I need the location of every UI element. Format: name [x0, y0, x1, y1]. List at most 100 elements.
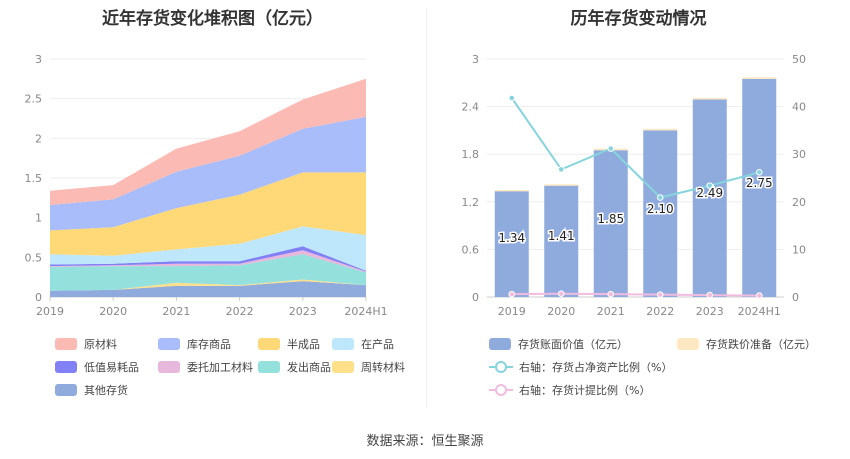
bar-impairment-provision [742, 77, 777, 79]
left-x-tick-label: 2024H1 [344, 305, 387, 318]
stacked-area-chart-panel: 近年存货变化堆积图（亿元） 0 0.5 1 1.5 2 2.5 3 2019 2020 2021 2… [0, 0, 425, 420]
legend-label: 存货跌价准备（亿元） [706, 338, 816, 351]
right-x-tick-label: 2024H1 [738, 305, 781, 318]
bar-impairment-provision [544, 184, 579, 186]
legend-label: 在产品 [361, 338, 394, 351]
inventory-change-chart-panel: 历年存货变动情况 0 0.6 1.2 1.8 2.4 3 0 10 20 30 40 50 2019 20… [427, 0, 850, 420]
bar-data-label: 2.10 [647, 202, 674, 216]
left-y-tick-label: 1.5 [25, 172, 43, 185]
legend-label: 右轴：存货计提比例（%） [519, 384, 651, 397]
left-y-tick-label: 0 [35, 291, 42, 304]
area-series-5 [50, 226, 366, 271]
legend-label: 其他存货 [84, 384, 128, 397]
left-chart-title: 近年存货变化堆积图（亿元） [102, 9, 323, 29]
right-legend-item[interactable]: 右轴：存货占净资产比例（%） [489, 359, 672, 375]
left-legend-item[interactable]: 周转材料 [332, 359, 405, 375]
area-series-2 [50, 254, 366, 291]
area-series-6 [50, 172, 366, 256]
area-series-1 [50, 279, 366, 291]
bar-data-label: 2.75 [746, 176, 773, 190]
point-provision-ratio [656, 291, 664, 298]
left-x-tick-label: 2022 [226, 305, 254, 318]
bar-data-label: 1.85 [597, 212, 624, 226]
bar-impairment-provision [643, 128, 678, 131]
point-inventory-to-net-assets [607, 145, 615, 152]
bar-book-value [643, 130, 678, 297]
area-series-0 [50, 281, 366, 297]
left-x-tick-label: 2023 [289, 305, 317, 318]
right-legend-item[interactable]: 右轴：存货计提比例（%） [489, 382, 650, 398]
bar-impairment-provision [494, 189, 529, 192]
right-left-y-tick-label: 3 [472, 53, 479, 66]
right-right-y-tick-label: 50 [792, 53, 806, 66]
line-inventory-to-net-assets [510, 97, 760, 199]
legend-swatch [158, 361, 180, 373]
data-source-note: 数据来源：恒生聚源 [366, 434, 484, 449]
left-legend-item[interactable]: 原材料 [55, 336, 117, 352]
point-inventory-to-net-assets [508, 94, 516, 102]
legend-swatch [258, 338, 280, 350]
bar-impairment-provision [692, 97, 727, 100]
bar-book-value [593, 150, 628, 297]
right-right-y-tick-label: 10 [792, 243, 806, 256]
right-right-y-tick-label: 0 [792, 291, 799, 304]
left-legend-item[interactable]: 低值易耗品 [55, 359, 139, 375]
stacked-area-chart: 0 0.5 1 1.5 2 2.5 3 2019 2020 2021 2022 2023 2024H1 [25, 53, 388, 318]
point-inventory-to-net-assets [706, 182, 714, 189]
left-legend-item[interactable]: 其他存货 [55, 382, 128, 398]
legend-swatch [489, 383, 513, 397]
bar-book-value [742, 78, 777, 297]
left-x-tick-label: 2019 [36, 305, 64, 318]
area-series-3 [50, 250, 366, 273]
right-right-y-tick-label: 40 [792, 101, 806, 114]
right-left-y-tick-label: 0 [472, 291, 479, 304]
right-x-tick-label: 2020 [547, 305, 575, 318]
point-provision-ratio [755, 292, 763, 299]
right-x-tick-label: 2021 [597, 305, 625, 318]
left-y-tick-label: 2.5 [25, 93, 43, 106]
legend-label: 原材料 [84, 338, 117, 351]
area-series-4 [50, 246, 366, 272]
point-provision-ratio [706, 291, 714, 299]
legend-swatch [677, 338, 699, 350]
right-legend-item[interactable]: 存货跌价准备（亿元） [677, 336, 816, 352]
legend-label: 半成品 [287, 338, 320, 351]
left-legend-item[interactable]: 半成品 [258, 336, 320, 352]
area-series-8 [50, 78, 366, 205]
right-legend-item[interactable]: 存货账面价值（亿元） [489, 336, 628, 352]
legend-swatch [55, 361, 77, 373]
left-legend-item[interactable]: 库存商品 [158, 336, 231, 352]
left-y-tick-label: 2 [35, 132, 42, 145]
right-left-y-tick-label: 1.2 [462, 196, 480, 209]
bar-book-value [692, 99, 727, 298]
point-provision-ratio [607, 290, 615, 298]
right-x-tick-label: 2019 [498, 305, 526, 318]
right-left-y-tick-label: 2.4 [462, 101, 480, 114]
legend-label: 周转材料 [361, 361, 405, 374]
legend-swatch [55, 384, 77, 396]
legend-label: 存货账面价值（亿元） [518, 338, 628, 351]
legend-label: 库存商品 [187, 338, 231, 351]
legend-label: 发出商品 [287, 361, 331, 374]
right-left-y-tick-label: 0.6 [462, 243, 480, 256]
left-legend-item[interactable]: 发出商品 [258, 359, 331, 375]
bar-data-label: 1.41 [548, 229, 575, 243]
left-legend-item[interactable]: 在产品 [332, 336, 394, 352]
left-x-tick-label: 2020 [99, 305, 127, 318]
right-chart-title: 历年存货变动情况 [570, 9, 707, 29]
line-provision-ratio [511, 292, 760, 297]
legend-swatch [258, 361, 280, 373]
point-inventory-to-net-assets [656, 194, 664, 201]
legend-swatch [55, 338, 77, 350]
right-left-y-tick-label: 1.8 [462, 148, 480, 161]
bar-data-label: 2.49 [696, 186, 723, 200]
panel-divider [426, 8, 427, 408]
area-series-7 [50, 116, 366, 231]
point-inventory-to-net-assets [755, 168, 763, 176]
left-legend-item[interactable]: 委托加工材料 [158, 359, 253, 375]
left-y-tick-label: 0.5 [25, 251, 43, 264]
point-provision-ratio [508, 290, 516, 298]
legend-label: 低值易耗品 [84, 361, 139, 374]
bar-book-value [544, 185, 579, 297]
left-y-tick-label: 3 [35, 53, 42, 66]
